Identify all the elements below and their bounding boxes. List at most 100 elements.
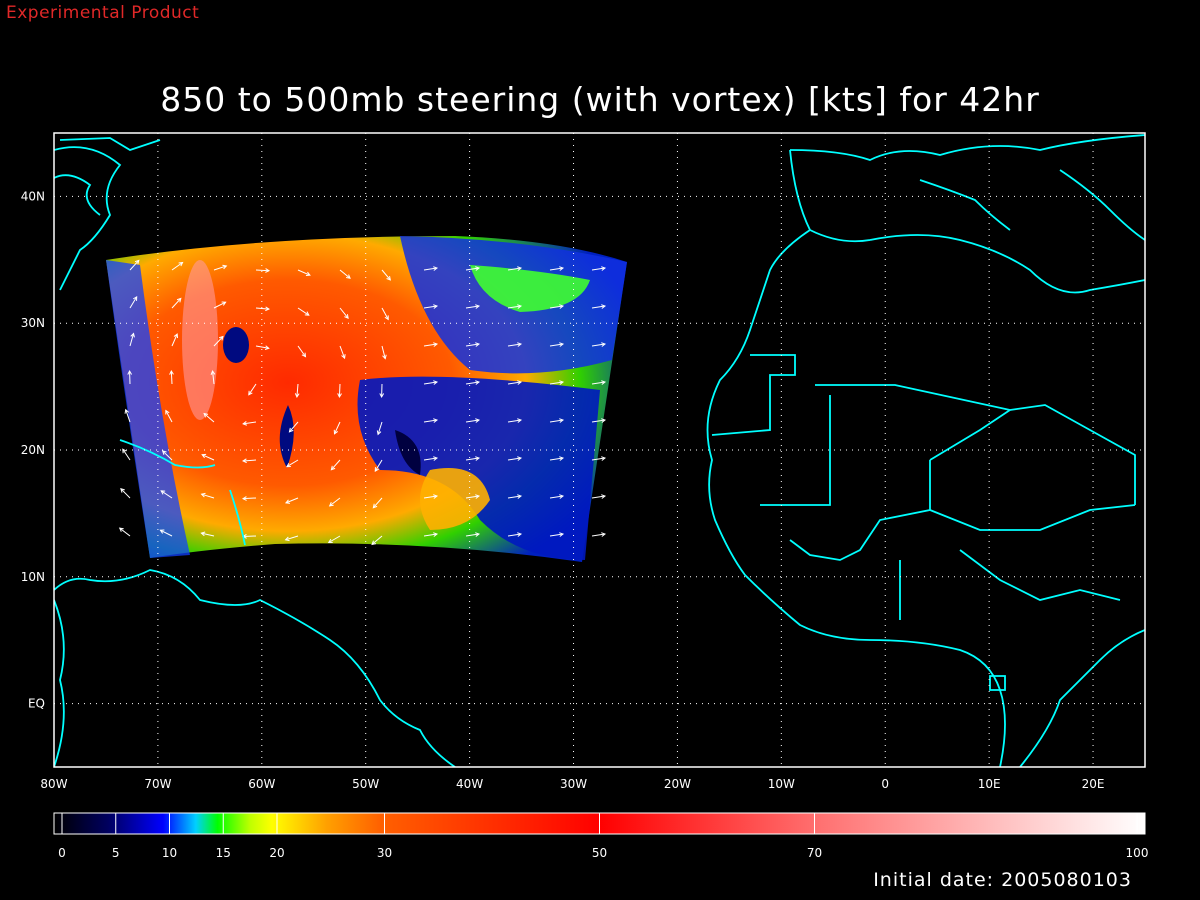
colorbar: 0 5 10 15 20 30 50 70 100 <box>53 812 1148 860</box>
wind-vector <box>129 332 135 347</box>
wind-vector <box>591 342 607 347</box>
wind-vector <box>248 383 257 396</box>
steering-field <box>106 236 627 562</box>
wind-vector <box>200 492 215 499</box>
wind-vector <box>297 345 307 358</box>
wind-vector <box>129 295 138 309</box>
wind-vector <box>213 264 228 271</box>
wind-vector <box>507 304 523 309</box>
wind-vector <box>423 418 439 423</box>
wind-vector <box>507 418 523 423</box>
lon-tick-label: 60W <box>248 777 275 791</box>
wind-vector <box>507 456 523 461</box>
wind-vector <box>372 497 383 509</box>
lon-tick-label: 80W <box>40 777 67 791</box>
wind-vector <box>160 490 173 499</box>
wind-vector <box>328 497 341 507</box>
wind-vector <box>549 494 565 499</box>
colorbar-tick-label: 30 <box>377 846 392 860</box>
lat-tick-label: EQ <box>28 697 45 711</box>
map-frame <box>53 132 1146 768</box>
wind-vector <box>465 456 481 461</box>
wind-vector <box>330 459 341 471</box>
initial-date: Initial date: 2005080103 <box>873 869 1132 891</box>
wind-vector <box>213 301 227 309</box>
wind-vector <box>465 418 481 423</box>
wind-vector <box>591 266 607 271</box>
wind-vector <box>241 496 257 501</box>
wind-vector <box>339 307 349 319</box>
wind-vector <box>423 266 439 271</box>
wind-vector <box>297 307 310 316</box>
wind-vector <box>591 380 607 385</box>
map-gridlines <box>54 133 1145 767</box>
lon-tick-label: 50W <box>352 777 379 791</box>
lat-tick-label: 10N <box>21 570 45 584</box>
lon-tick-label: 0 <box>881 777 889 791</box>
wind-vector <box>549 532 565 537</box>
lon-tick-label: 70W <box>144 777 171 791</box>
wind-vector <box>423 342 439 347</box>
wind-vector <box>284 497 299 504</box>
wind-vector <box>507 266 523 271</box>
lon-tick-label: 30W <box>560 777 587 791</box>
wind-vector <box>379 383 385 399</box>
wind-vector <box>591 456 607 461</box>
wind-vector <box>327 535 341 544</box>
wind-vector <box>507 532 523 537</box>
wind-vector <box>591 532 607 537</box>
wind-vector <box>507 494 523 499</box>
wind-vector <box>165 409 173 423</box>
wind-vector <box>294 383 300 398</box>
colorbar-tick-label: 0 <box>58 846 66 860</box>
wind-vector <box>376 421 383 436</box>
wind-vector <box>465 266 481 271</box>
wind-vector <box>171 261 184 271</box>
wind-vector <box>297 269 311 277</box>
wind-vector <box>200 531 215 537</box>
lon-tick-label: 10W <box>768 777 795 791</box>
wind-vector <box>159 529 173 537</box>
wind-vector <box>124 408 131 423</box>
wind-vector <box>169 369 174 385</box>
wind-vector <box>423 304 439 309</box>
colorbar-labels: 0 5 10 15 20 30 50 70 100 <box>58 813 1148 860</box>
colorbar-tick-label: 100 <box>1126 846 1149 860</box>
wind-vector <box>210 370 216 385</box>
wind-vector <box>381 307 389 321</box>
steering-vectors <box>118 259 607 546</box>
lat-tick-label: 40N <box>21 189 45 203</box>
longitude-labels: 80W 70W 60W 50W 40W 30W 20W 10W 0 10E 20E <box>40 777 1104 791</box>
wind-vector <box>255 306 270 312</box>
wind-vector <box>549 304 565 309</box>
lon-tick-label: 20E <box>1082 777 1105 791</box>
wind-vector <box>423 494 439 499</box>
wind-vector <box>591 418 607 423</box>
colorbar-tick-label: 5 <box>112 846 120 860</box>
wind-vector <box>118 527 131 537</box>
wind-vector <box>171 297 182 309</box>
wind-vector <box>549 418 565 423</box>
wind-vector <box>129 259 140 271</box>
wind-vector <box>381 345 387 360</box>
wind-vector <box>201 453 215 461</box>
wind-vector <box>333 421 341 435</box>
wind-vector <box>465 304 481 309</box>
wind-vector <box>203 412 215 423</box>
wind-vector <box>549 342 565 347</box>
wind-vector <box>549 380 565 385</box>
wind-vector <box>288 421 299 433</box>
colorbar-tick-label: 70 <box>807 846 822 860</box>
wind-vector <box>161 450 173 461</box>
wind-vector <box>465 380 481 385</box>
colorbar-tick-label: 15 <box>216 846 231 860</box>
lon-tick-label: 40W <box>456 777 483 791</box>
chart-title: 850 to 500mb steering (with vortex) [kts… <box>160 80 1040 119</box>
wind-vector <box>171 333 179 347</box>
wind-vector <box>242 421 257 426</box>
wind-vector <box>371 535 383 546</box>
wind-vector <box>339 345 346 360</box>
wind-vector <box>507 380 523 385</box>
wind-vector <box>241 458 257 464</box>
